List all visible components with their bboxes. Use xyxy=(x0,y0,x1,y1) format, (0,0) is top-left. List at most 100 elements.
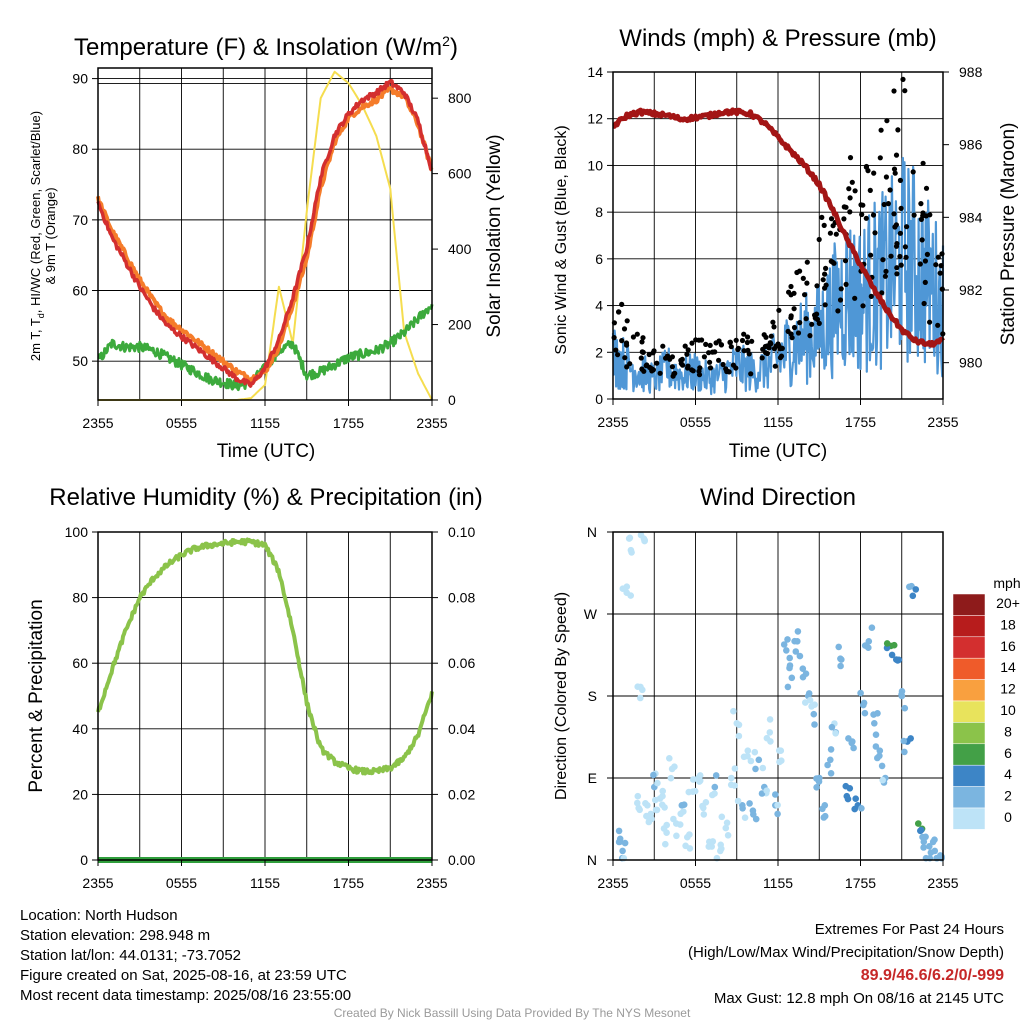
direction-point xyxy=(784,636,791,643)
x-tick-label: 1755 xyxy=(845,414,876,430)
y2-tick-label: 200 xyxy=(448,317,472,333)
direction-point xyxy=(890,641,898,649)
direction-point xyxy=(752,815,760,823)
x-tick-label: 1755 xyxy=(333,875,364,891)
gust-point xyxy=(893,222,900,228)
gust-point xyxy=(863,215,869,221)
direction-point xyxy=(794,628,802,635)
insolation-y-ticks: 0 200 400 600 800 xyxy=(432,90,472,408)
colorbar-swatch xyxy=(952,722,986,745)
direction-point xyxy=(926,843,933,850)
extremes-subtitle: (High/Low/Max Wind/Precipitation/Snow De… xyxy=(688,944,1004,961)
gust-point xyxy=(707,342,713,348)
direction-point xyxy=(792,648,800,655)
direction-point xyxy=(652,806,660,814)
extremes-values: 89.9/46.6/6.2/0/-999 xyxy=(860,967,1004,984)
gust-point xyxy=(838,286,844,292)
temperature-panel: Temperature (F) & Insolation (W/m2) 50 60… xyxy=(28,33,505,462)
gust-point xyxy=(868,252,874,258)
gust-point xyxy=(870,212,877,218)
humidity-y-ticks: 0 20 40 60 80 100 xyxy=(65,524,98,868)
gust-point xyxy=(902,88,908,94)
direction-point xyxy=(868,624,876,631)
humidity-x-ticks: 2355 0555 1155 1755 2355 xyxy=(82,860,448,891)
direction-point xyxy=(895,656,903,664)
gust-point xyxy=(927,212,933,218)
y2-tick-label: 600 xyxy=(448,166,472,182)
direction-point xyxy=(783,647,790,654)
direction-point xyxy=(915,820,922,827)
y-tick-label: 80 xyxy=(72,141,88,157)
gust-point xyxy=(669,354,676,360)
gust-point xyxy=(788,315,794,321)
gust-point xyxy=(807,333,813,339)
x-tick-label: 2355 xyxy=(416,415,447,431)
direction-point xyxy=(872,731,880,738)
direction-point xyxy=(662,840,669,848)
direction-point xyxy=(739,805,746,812)
direction-point xyxy=(731,782,738,789)
y2-tick-label: 982 xyxy=(959,282,983,298)
direction-point xyxy=(730,707,737,715)
direction-point xyxy=(747,757,755,765)
direction-point xyxy=(696,777,704,784)
gust-point xyxy=(823,265,829,271)
direction-point xyxy=(619,847,626,855)
direction-point xyxy=(796,652,804,660)
direction-title: Wind Direction xyxy=(700,484,856,511)
gust-point xyxy=(897,177,904,183)
x-tick-label: 2355 xyxy=(927,875,958,891)
direction-point xyxy=(644,813,652,821)
gust-point xyxy=(910,169,916,175)
gust-point xyxy=(639,366,645,372)
gust-point xyxy=(685,347,691,353)
direction-point xyxy=(802,670,810,677)
direction-point xyxy=(686,831,693,838)
direction-point xyxy=(755,756,763,764)
gust-point xyxy=(788,283,794,290)
temperature-x-ticks: 2355 0555 1155 1755 2355 xyxy=(82,400,448,431)
direction-point xyxy=(808,703,815,710)
gust-point xyxy=(935,254,941,260)
y-tick-label: 14 xyxy=(587,64,603,80)
direction-point xyxy=(722,824,730,832)
direction-point xyxy=(860,699,868,707)
direction-point xyxy=(879,776,886,784)
gust-point xyxy=(622,355,628,361)
gust-point xyxy=(921,300,927,307)
direction-point xyxy=(711,790,718,797)
gust-point xyxy=(922,258,929,264)
y2-tick-label: 0.06 xyxy=(448,655,475,671)
y-tick-label: 12 xyxy=(587,111,603,127)
gust-point xyxy=(852,188,858,194)
direction-point xyxy=(828,723,836,731)
gust-point xyxy=(733,337,739,343)
extremes-info: Extremes For Past 24 Hours (High/Low/Max… xyxy=(688,918,1004,1010)
direction-point xyxy=(659,787,666,795)
direction-point xyxy=(813,784,820,791)
gust-point xyxy=(922,279,928,285)
direction-point xyxy=(811,721,818,728)
y-tick-label: 0 xyxy=(595,391,603,407)
gust-point xyxy=(846,186,852,192)
direction-point xyxy=(786,654,793,662)
direction-point xyxy=(744,747,752,754)
gust-point xyxy=(821,222,827,228)
gust-point xyxy=(718,342,725,348)
y-tick-label: 4 xyxy=(595,298,603,314)
direction-point xyxy=(634,683,641,690)
gust-point xyxy=(741,348,747,354)
colorbar-title: mph xyxy=(993,575,1020,591)
direction-point xyxy=(901,748,908,756)
colorbar-swatch xyxy=(952,807,986,830)
gust-point xyxy=(843,281,849,287)
gust-point xyxy=(882,273,889,279)
y2-tick-label: 0.08 xyxy=(448,590,475,606)
y-tick-label: W xyxy=(584,606,598,622)
gust-point xyxy=(917,261,923,267)
y2-tick-label: 986 xyxy=(959,137,983,153)
x-tick-label: 2355 xyxy=(597,414,628,430)
y-tick-label: S xyxy=(588,688,597,704)
gust-point xyxy=(766,345,772,351)
gust-point xyxy=(744,339,751,346)
